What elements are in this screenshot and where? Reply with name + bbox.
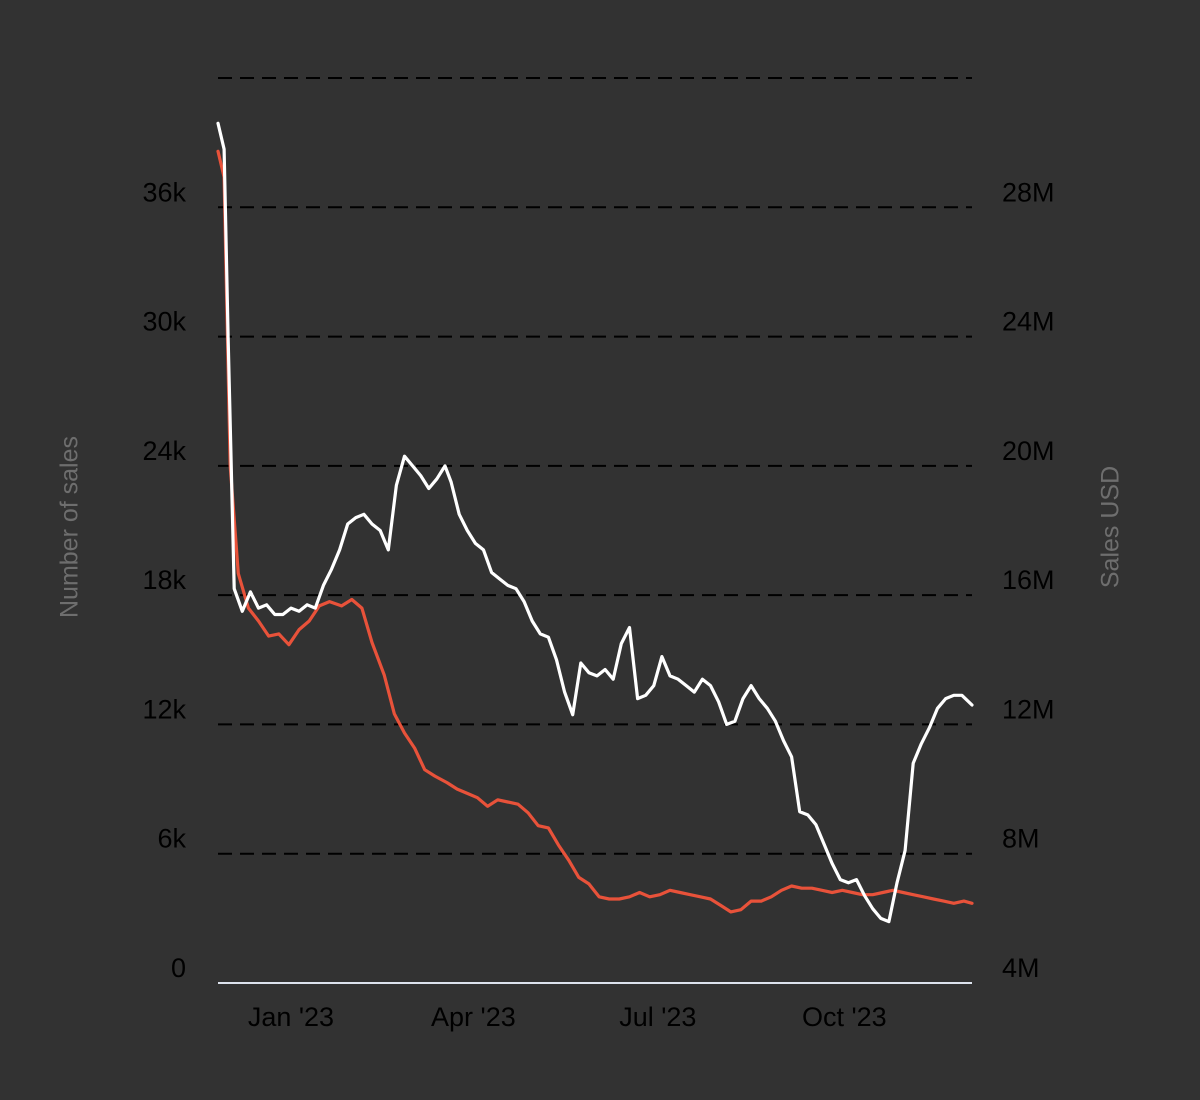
y-right-tick-label: 24M (1002, 307, 1055, 337)
x-tick-label: Oct '23 (802, 1002, 887, 1032)
y-right-tick-label: 28M (1002, 177, 1055, 207)
series-line-number-of-sales (216, 149, 974, 914)
x-tick-label: Jul '23 (619, 1002, 696, 1032)
y-right-tick-label: 20M (1002, 436, 1055, 466)
y-left-tick-label: 18k (142, 565, 186, 595)
y-right-tick-label: 4M (1002, 953, 1040, 983)
y-left-tick-label: 30k (142, 307, 186, 337)
x-tick-label: Jan '23 (248, 1002, 334, 1032)
y-left-tick-label: 24k (142, 436, 186, 466)
y-left-tick-label: 12k (142, 694, 186, 724)
y-right-tick-label: 16M (1002, 565, 1055, 595)
y-right-tick-label: 12M (1002, 694, 1055, 724)
y-left-axis-title: Number of sales (56, 436, 84, 618)
series-line-sales-usd (216, 121, 974, 924)
y-right-tick-label: 8M (1002, 824, 1040, 854)
y-left-tick-label: 0 (171, 953, 186, 983)
y-right-axis-title: Sales USD (1097, 466, 1125, 588)
y-left-tick-label: 36k (142, 177, 186, 207)
x-tick-label: Apr '23 (431, 1002, 516, 1032)
y-left-tick-label: 6k (157, 824, 186, 854)
